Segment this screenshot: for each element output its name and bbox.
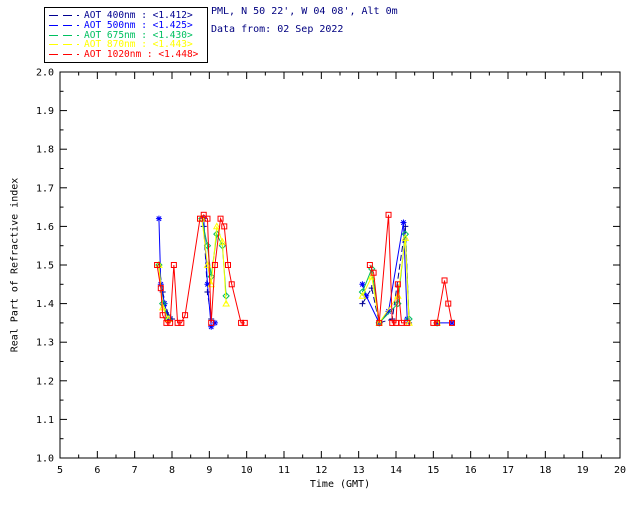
legend-label: AOT 675nm : <1.430>: [84, 29, 193, 41]
x-tick-label: 8: [169, 465, 175, 476]
series-aot-500nm: [155, 215, 455, 330]
x-tick-label: 12: [315, 465, 327, 476]
y-tick-label: 2.0: [36, 68, 54, 79]
data-date: Data from: 02 Sep 2022: [211, 24, 344, 35]
x-tick-label: 11: [278, 465, 290, 476]
y-axis: 1.0 1.1 1.2 1.3 1.4 1.5 1.6 1.7 1.8 1.9 2.0: [36, 68, 620, 465]
x-axis: 5 6 7 8 9 10 11 12 13 14 15 16 17 18 19 20: [57, 72, 626, 476]
station-info: PML, N 50 22', W 04 08', Alt 0m: [211, 6, 398, 17]
legend-box: AOT 400nm : <1.412> AOT 500nm : <1.425> AO…: [44, 7, 208, 63]
y-tick-label: 1.5: [36, 261, 54, 272]
y-tick-label: 1.1: [36, 415, 54, 426]
series-aot-675nm: [155, 214, 441, 327]
x-tick-label: 14: [390, 465, 402, 476]
x-tick-label: 6: [94, 465, 100, 476]
legend-line-sample: [49, 24, 79, 26]
series-aot-1020nm: [154, 211, 455, 326]
x-tick-label: 15: [427, 465, 439, 476]
x-tick-label: 20: [614, 465, 626, 476]
y-tick-label: 1.4: [36, 299, 54, 310]
x-tick-label: 7: [132, 465, 138, 476]
y-tick-label: 1.3: [36, 338, 54, 349]
legend-line-sample: [49, 44, 79, 46]
y-tick-label: 1.8: [36, 145, 54, 156]
legend-entry: AOT 1020nm : <1.448>: [49, 50, 203, 59]
y-axis-title: Real Part of Refractive index: [9, 177, 21, 353]
y-tick-label: 1.7: [36, 183, 54, 194]
y-tick-label: 1.6: [36, 222, 54, 233]
legend-entry: AOT 400nm : <1.412>: [49, 11, 203, 20]
x-tick-label: 19: [577, 465, 589, 476]
legend-label: AOT 1020nm : <1.448>: [84, 49, 199, 60]
y-tick-label: 1.9: [36, 106, 54, 117]
legend-line-sample: [49, 54, 79, 55]
x-tick-label: 9: [206, 465, 212, 476]
legend-label: AOT 400nm : <1.412>: [84, 10, 193, 21]
plot-frame: [59, 71, 621, 459]
legend-entry: AOT 870nm : <1.443>: [49, 39, 203, 51]
x-tick-label: 18: [539, 465, 551, 476]
y-tick-label: 1.2: [36, 376, 54, 387]
x-axis-title: Time (GMT): [309, 479, 371, 490]
legend-line-sample: [49, 34, 79, 36]
x-tick-label: 13: [353, 465, 365, 476]
y-tick-label: 1.0: [36, 454, 54, 465]
x-tick-label: 16: [465, 465, 477, 476]
x-tick-label: 17: [502, 465, 514, 476]
series-aot-870nm: [155, 214, 441, 326]
legend-label: AOT 870nm : <1.443>: [84, 39, 193, 51]
legend-line-sample: [49, 15, 79, 16]
legend-entry: AOT 675nm : <1.430>: [49, 29, 203, 41]
x-tick-label: 5: [57, 465, 63, 476]
legend-label: AOT 500nm : <1.425>: [84, 19, 193, 31]
x-tick-label: 10: [241, 465, 253, 476]
plot-header: PML, N 50 22', W 04 08', Alt 0m Data fro…: [211, 6, 398, 42]
legend-entry: AOT 500nm : <1.425>: [49, 21, 203, 30]
